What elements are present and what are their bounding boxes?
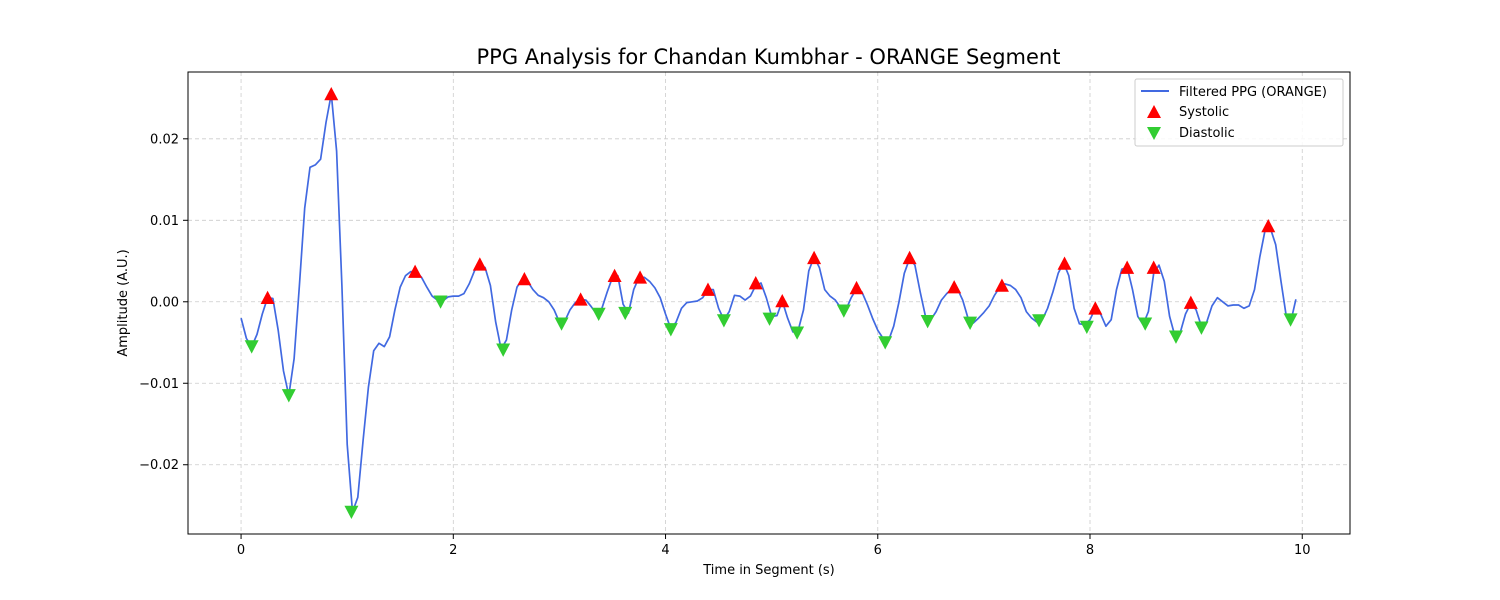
y-tick-label: 0.02 [150,132,179,147]
diastolic-marker [1032,314,1047,328]
systolic-marker [1261,219,1276,233]
diastolic-marker [716,314,731,328]
y-tick-label: −0.02 [139,458,179,473]
diastolic-marker [920,315,935,329]
systolic-marker [517,271,532,286]
systolic-marker [902,250,917,265]
legend-label-diastolic: Diastolic [1179,126,1235,141]
legend-label-systolic: Systolic [1179,105,1229,120]
systolic-marker [994,278,1009,292]
diastolic-marker [244,340,259,354]
systolic-marker [775,293,790,308]
systolic-marker [748,276,763,290]
diastolic-marker [762,312,777,326]
diastolic-marker [1194,321,1209,335]
systolic-marker [573,292,588,306]
systolic-marker [1088,301,1103,315]
legend-diastolic-icon [1147,127,1161,140]
axes-frame [187,71,1351,535]
systolic-marker [324,87,339,101]
y-axis-label: Amplitude (A.U.) [116,249,131,356]
y-tick-label: 0.01 [150,214,179,229]
legend: Filtered PPG (ORANGE) Systolic Diastolic [1134,78,1344,147]
systolic-marker [849,280,864,295]
systolic-marker [472,257,487,271]
systolic-marker [1057,256,1072,270]
legend-label-filtered: Filtered PPG (ORANGE) [1179,85,1327,100]
plot-area [240,87,1298,519]
diastolic-marker [1168,330,1183,344]
systolic-marker [947,280,962,294]
systolic-marker [1120,260,1135,274]
systolic-marker [700,282,715,296]
chart-title: PPG Analysis for Chandan Kumbhar - ORANG… [477,45,1061,69]
x-tick-label: 2 [449,543,457,558]
diastolic-marker [1138,317,1153,331]
diastolic-marker [963,316,978,330]
diastolic-marker [663,323,678,337]
diastolic-marker [878,336,893,350]
diastolic-marker [836,304,851,318]
legend-systolic-icon [1147,105,1161,118]
legend-box [1134,78,1344,147]
axis-ticks: 0 2 4 6 8 10 −0.02 −0.01 0.00 0.01 0.02 [139,132,1310,558]
y-tick-label: 0.00 [150,295,179,310]
systolic-marker [408,264,423,278]
systolic-marker [633,270,648,284]
diastolic-marker [554,317,569,331]
systolic-marker [807,250,822,265]
systolic-marker [1183,295,1198,309]
series-line-filtered-ppg [240,93,1297,513]
x-tick-label: 6 [874,543,882,558]
diastolic-marker [591,307,606,321]
systolic-marker [1146,260,1161,274]
x-tick-label: 4 [661,543,669,558]
diastolic-marker [281,389,296,403]
systolic-marker [607,268,622,283]
x-tick-label: 10 [1294,543,1311,558]
diastolic-marker [790,326,805,340]
diastolic-marker [1079,320,1094,335]
diastolic-marker [433,295,448,309]
diastolic-marker [618,306,633,321]
systolic-marker [260,290,275,305]
diastolic-marker [344,505,359,519]
x-axis-label: Time in Segment (s) [702,563,834,578]
diastolic-marker [1283,313,1298,327]
diastolic-marker [496,343,511,357]
x-tick-label: 8 [1086,543,1094,558]
x-tick-label: 0 [237,543,245,558]
y-tick-label: −0.01 [139,377,179,392]
